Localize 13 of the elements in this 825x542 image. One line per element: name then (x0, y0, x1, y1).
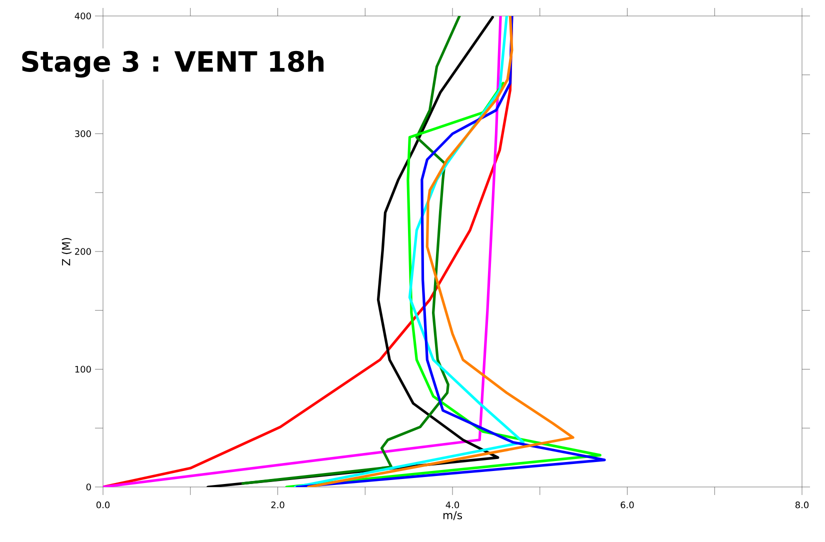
y-tick-label: 300 (75, 130, 91, 138)
y-tick-label: 0 (86, 484, 91, 490)
y-tick-label: 400 (74, 12, 91, 20)
y-tick-label: 200 (75, 248, 91, 255)
x-tick-label: 0.0 (96, 502, 110, 508)
x-tick-label: 8.0 (795, 502, 809, 508)
x-tick-label: 4.0 (446, 502, 460, 508)
x-tick-label: 2.0 (271, 502, 284, 508)
text: Stage 3 : VENT 18h (22, 50, 324, 78)
x-tick-label: 6.0 (620, 502, 634, 508)
y-tick-label: 100 (75, 366, 91, 373)
x-axis-title: m/s (443, 511, 462, 520)
y-axis-title: Z (M) (62, 238, 72, 266)
